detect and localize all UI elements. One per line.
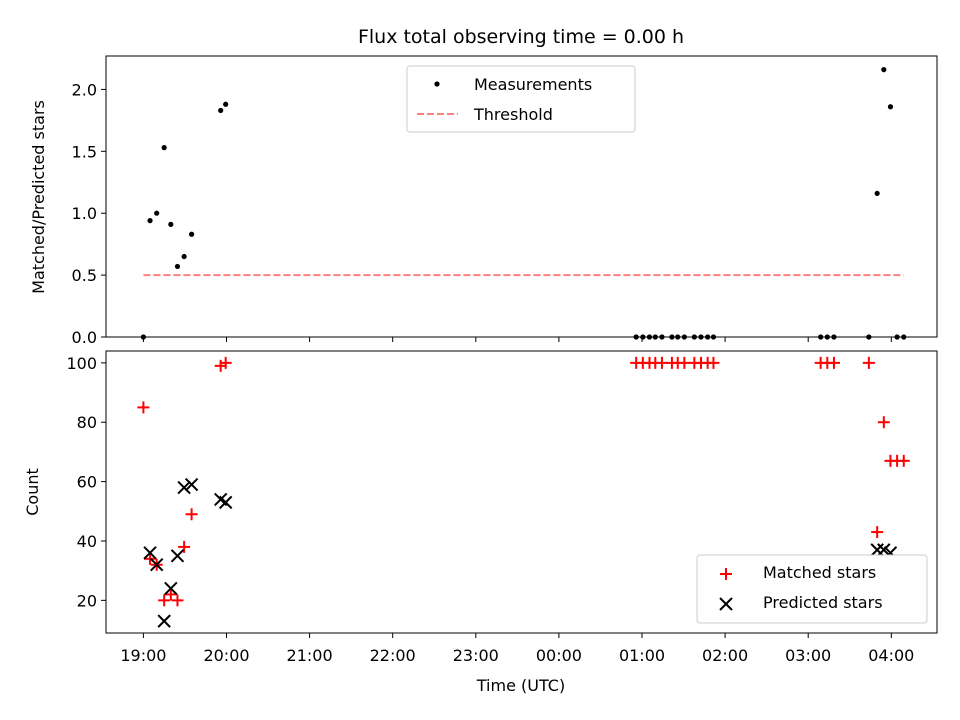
matched-star-point xyxy=(158,594,171,607)
measurement-point xyxy=(633,334,639,340)
measurement-point xyxy=(669,334,675,340)
predicted-star-point xyxy=(164,581,178,596)
x-tick-label: 23:00 xyxy=(453,646,499,665)
x-tick-label: 21:00 xyxy=(287,646,333,665)
measurement-point xyxy=(818,334,824,340)
matched-star-point xyxy=(178,540,191,553)
matched-star-point xyxy=(827,356,840,369)
legend-measurements-label: Measurements xyxy=(474,75,592,94)
bottom-y-tick-label: 80 xyxy=(77,413,97,432)
matched-star-point xyxy=(144,552,157,565)
top-y-tick-label: 1.0 xyxy=(72,204,97,223)
measurement-point xyxy=(691,334,697,340)
measurement-point xyxy=(681,334,687,340)
bottom-y-tick-label: 100 xyxy=(66,354,97,373)
measurement-point xyxy=(901,334,907,340)
bottom-legend-box xyxy=(696,554,928,624)
predicted-star-point xyxy=(877,543,891,557)
matched-star-point xyxy=(897,454,910,467)
measurement-point xyxy=(710,334,717,340)
top-legend: Measurements Threshold xyxy=(406,65,636,133)
matched-star-point xyxy=(877,416,890,429)
measurement-point xyxy=(824,334,830,340)
x-axis-label: Time (UTC) xyxy=(476,676,565,695)
measurement-point xyxy=(161,145,167,151)
matched-star-point xyxy=(871,526,884,539)
matched-points xyxy=(137,356,910,607)
top-y-ticks: 0.0 0.5 1.0 1.5 2.0 xyxy=(72,80,106,347)
top-y-tick-label: 2.0 xyxy=(72,80,97,99)
measurement-point xyxy=(168,221,174,227)
predicted-star-point xyxy=(157,614,171,628)
measurement-point xyxy=(223,101,229,107)
x-tick-label: 19:00 xyxy=(120,646,166,665)
matched-star-point xyxy=(185,508,198,521)
matched-star-point xyxy=(707,356,720,369)
bottom-y-tick-label: 40 xyxy=(77,532,97,551)
x-tick-label: 20:00 xyxy=(203,646,249,665)
x-tick-label: 03:00 xyxy=(785,646,831,665)
predicted-star-point xyxy=(184,477,199,492)
legend-predicted-label: Predicted stars xyxy=(763,593,883,612)
top-x-ticks xyxy=(142,337,892,342)
measurement-point xyxy=(698,334,704,340)
bottom-y-tick-label: 60 xyxy=(77,473,97,492)
legend-matched-marker xyxy=(720,568,732,580)
bottom-y-ticks: 20 40 60 80 100 xyxy=(66,354,106,610)
matched-star-point xyxy=(164,588,177,601)
x-tick-label: 22:00 xyxy=(370,646,416,665)
legend-measurements-marker xyxy=(434,81,440,87)
measurement-point xyxy=(154,210,160,216)
measurement-point xyxy=(147,218,153,224)
predicted-star-point xyxy=(218,495,233,510)
measurement-point xyxy=(652,334,658,340)
measurement-point xyxy=(894,334,900,340)
x-tick-label: 00:00 xyxy=(536,646,582,665)
measurement-point xyxy=(675,334,681,340)
measurement-point xyxy=(866,334,872,340)
measurement-point xyxy=(181,253,187,260)
measurement-point xyxy=(646,334,653,340)
legend-matched-label: Matched stars xyxy=(763,563,876,582)
measurement-point xyxy=(887,104,894,110)
chart-title: Flux total observing time = 0.00 h xyxy=(358,26,684,48)
predicted-star-point xyxy=(143,546,157,560)
predicted-star-point xyxy=(177,480,191,495)
legend-predicted-marker xyxy=(719,597,733,611)
measurement-point xyxy=(705,334,711,340)
bottom-panel: 20 40 60 80 100 19:00 20:00 21:00 22:00 23:00 00:… xyxy=(23,350,938,695)
bottom-x-ticks: 19:00 20:00 21:00 22:00 23:00 00:00 01:00 02:00… xyxy=(120,633,914,665)
matched-star-point xyxy=(171,594,184,607)
measurement-point xyxy=(659,334,665,340)
bottom-legend: Matched stars Predicted stars xyxy=(696,554,928,624)
matched-star-point xyxy=(137,401,150,414)
measurement-point xyxy=(174,263,181,270)
x-tick-label: 04:00 xyxy=(868,646,914,665)
measurement-point xyxy=(140,334,146,340)
x-tick-label: 02:00 xyxy=(702,646,748,665)
top-legend-box xyxy=(406,65,636,133)
matched-star-point xyxy=(862,356,875,369)
measurement-point xyxy=(881,67,887,73)
bottom-y-tick-label: 20 xyxy=(77,591,97,610)
measurement-point xyxy=(218,107,224,114)
bottom-y-axis-label: Count xyxy=(23,468,42,516)
top-y-tick-label: 0.0 xyxy=(72,328,97,347)
predicted-star-point xyxy=(170,549,185,563)
measurement-point xyxy=(188,231,195,237)
predicted-star-point xyxy=(149,558,164,572)
measurement-points xyxy=(140,67,907,340)
x-tick-label: 01:00 xyxy=(619,646,665,665)
measurement-point xyxy=(831,334,837,340)
top-panel: 0.00.51.01.52.0 Matched/Predicted stars … xyxy=(29,55,938,347)
legend-threshold-label: Threshold xyxy=(473,105,553,124)
measurement-point xyxy=(640,334,646,340)
matched-star-point xyxy=(219,356,232,369)
top-y-axis-label: Matched/Predicted stars xyxy=(29,100,48,294)
top-y-tick-label: 0.5 xyxy=(72,266,97,285)
measurement-point xyxy=(874,190,880,197)
top-y-tick-label: 1.5 xyxy=(72,142,97,161)
